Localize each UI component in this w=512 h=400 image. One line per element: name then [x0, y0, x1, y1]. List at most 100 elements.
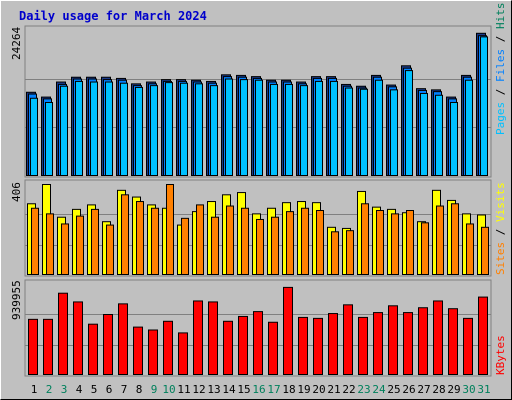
kbytes-bar: [448, 308, 458, 376]
sites-bar: [226, 205, 234, 275]
legend-sep-1: /: [494, 82, 507, 102]
day-label: 5: [91, 383, 98, 396]
sites-bar: [481, 226, 489, 276]
kbytes-bar: [73, 301, 83, 375]
pages-bar: [375, 79, 383, 176]
traffic-legend: KBytes: [494, 335, 507, 375]
kbytes-bar: [268, 321, 278, 376]
day-label: 21: [327, 383, 340, 396]
kbytes-bar: [238, 315, 248, 375]
kbytes-bar: [328, 313, 338, 375]
kbytes-bar: [193, 300, 203, 376]
kbytes-bar: [223, 320, 233, 375]
pages-bar: [255, 79, 263, 176]
sites-bar: [271, 216, 279, 275]
sites-bar: [151, 207, 159, 275]
pages-bar: [360, 88, 368, 176]
day-label: 29: [447, 383, 460, 396]
sites-bar: [181, 217, 189, 276]
pages-bar: [90, 81, 98, 176]
pages-bar: [270, 83, 278, 176]
kbytes-bar: [463, 317, 473, 376]
requests-ymax-label: 24264: [10, 27, 23, 60]
pages-bar: [45, 101, 53, 176]
sites-bar: [166, 184, 174, 275]
day-label: 27: [417, 383, 430, 396]
pages-bar: [345, 87, 353, 176]
kbytes-bar: [313, 317, 323, 376]
kbytes-bar: [478, 296, 488, 376]
pages-bar: [330, 80, 338, 176]
day-label: 3: [61, 383, 68, 396]
sites-bar: [31, 207, 39, 275]
pages-bar: [75, 80, 83, 176]
kbytes-bar: [148, 329, 158, 376]
sites-bar: [286, 211, 294, 276]
kbytes-bar: [403, 312, 413, 375]
traffic-ymax-label: 939955: [10, 280, 23, 320]
kbytes-bar: [283, 286, 293, 375]
kbytes-bar: [163, 320, 173, 375]
sites-bar: [121, 194, 129, 275]
chart-title: Daily usage for March 2024: [19, 9, 207, 23]
kbytes-bar: [208, 301, 218, 375]
pages-bar: [30, 97, 38, 176]
kbytes-bar: [28, 318, 38, 376]
kbytes-bar: [373, 312, 383, 375]
day-label: 13: [207, 383, 220, 396]
sites-bar: [256, 218, 264, 275]
kbytes-bar: [133, 326, 143, 375]
day-label: 30: [462, 383, 475, 396]
sites-bar: [61, 223, 69, 275]
sites-bar: [316, 210, 324, 275]
day-label: 8: [136, 383, 143, 396]
pages-bar: [165, 82, 173, 176]
legend-hits: Hits: [494, 3, 507, 30]
legend-visits: Visits: [494, 182, 507, 222]
bars: [26, 32, 489, 376]
day-label: 22: [342, 383, 355, 396]
pages-bar: [210, 85, 218, 176]
pages-bar: [225, 78, 233, 176]
kbytes-bar: [58, 292, 68, 376]
sites-bar: [196, 204, 204, 275]
day-label: 23: [357, 383, 370, 396]
sites-bar: [466, 223, 474, 275]
pages-bar: [120, 82, 128, 176]
visitors-legend: Sites / Visits: [494, 182, 507, 275]
visitors-ymax-label: 406: [10, 182, 23, 202]
sites-bar: [301, 207, 309, 275]
sites-bar: [76, 215, 84, 276]
day-label: 25: [387, 383, 400, 396]
sites-bar: [211, 216, 219, 275]
day-label: 17: [267, 383, 280, 396]
pages-bar: [435, 94, 443, 176]
day-label: 2: [46, 383, 53, 396]
legend-sites: Sites: [494, 242, 507, 275]
pages-bar: [285, 83, 293, 176]
kbytes-bar: [88, 323, 98, 375]
sites-bar: [136, 201, 144, 275]
day-label: 19: [297, 383, 310, 396]
day-label: 9: [151, 383, 158, 396]
pages-bar: [300, 85, 308, 176]
legend-kbytes: KBytes: [494, 335, 507, 375]
legend-files: Files: [494, 49, 507, 82]
pages-bar: [465, 79, 473, 176]
day-label: 16: [252, 383, 265, 396]
sites-bar: [406, 210, 414, 275]
pages-bar: [420, 92, 428, 176]
day-label: 6: [106, 383, 113, 396]
kbytes-bar: [418, 307, 428, 376]
day-label: 12: [192, 383, 205, 396]
day-label: 31: [477, 383, 490, 396]
kbytes-bar: [103, 314, 113, 376]
sites-bar: [361, 203, 369, 275]
sites-bar: [106, 224, 114, 276]
pages-bar: [480, 36, 488, 177]
pages-bar: [180, 82, 188, 176]
legend-sep-2: /: [494, 29, 507, 49]
sites-bar: [241, 207, 249, 275]
